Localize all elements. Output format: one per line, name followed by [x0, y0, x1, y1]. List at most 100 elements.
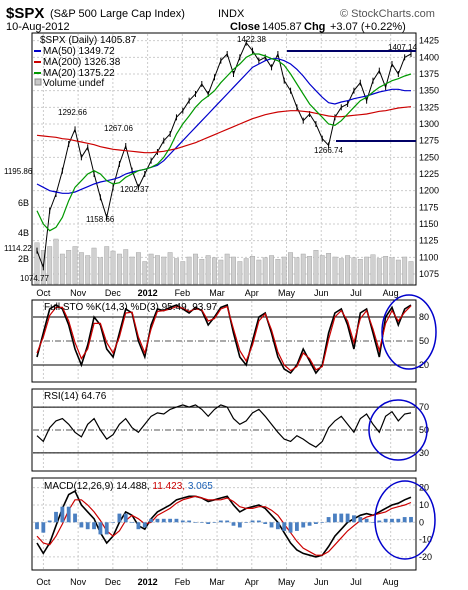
y-tick-label-macd: 20: [419, 483, 429, 493]
series-line-price-spx: [36, 41, 412, 268]
volume-bar: [193, 253, 198, 285]
annotation-1422: 1422.38: [237, 35, 266, 44]
volume-bar: [326, 253, 332, 285]
y-tick-label-macd: 10: [419, 500, 429, 510]
volume-label-6b: 6B: [18, 198, 29, 208]
macd-histogram-bar: [180, 520, 185, 523]
volume-bar: [345, 255, 351, 285]
y-tick-label-price: 1375: [419, 69, 439, 79]
volume-bar: [389, 257, 395, 285]
macd-histogram-bar: [333, 513, 337, 523]
legend-volume: Volume undef: [43, 78, 104, 89]
annotation-1407: 1407.14: [388, 43, 417, 52]
volume-bar: [294, 257, 300, 285]
volume-bar: [72, 246, 78, 285]
volume-bar: [224, 253, 230, 285]
series-line-macd-signal: [36, 495, 412, 556]
annotation-1267: 1267.06: [104, 124, 133, 133]
volume-bar: [91, 247, 97, 285]
macd-histogram-bar: [339, 513, 344, 523]
volume-bar: [66, 250, 72, 285]
series-line-sto-d: [36, 305, 412, 372]
volume-bar: [129, 256, 135, 285]
macd-histogram-bar: [136, 522, 141, 530]
volume-bar: [148, 253, 154, 285]
volume-bar: [205, 255, 211, 285]
watermark: © StockCharts.com: [340, 8, 435, 20]
macd-histogram-bar: [402, 517, 407, 523]
macd-histogram-bar: [142, 522, 147, 528]
x-tick-label-upper: Jul: [350, 288, 362, 298]
macd-histogram-bar: [301, 522, 306, 528]
macd-histogram-bar: [73, 513, 77, 523]
volume-bar: [300, 253, 306, 285]
index-name: (S&P 500 Large Cap Index): [50, 8, 185, 20]
volume-bar: [250, 256, 255, 285]
macd-histogram-bar: [314, 522, 318, 524]
macd-histogram-bar: [377, 520, 382, 523]
x-tick-label-upper: Aug: [383, 288, 399, 298]
y-tick-label-macd: 0: [419, 517, 424, 527]
macd-histogram-bar: [231, 522, 236, 526]
macd-histogram-bar: [218, 520, 223, 523]
volume-bar: [212, 257, 217, 285]
rsi-legend: RSI(14) 64.76: [44, 391, 107, 402]
series-layer: [35, 39, 413, 558]
x-tick-label-lower: May: [278, 577, 296, 587]
x-tick-label-upper: Nov: [70, 288, 87, 298]
macd-histogram-bar: [282, 522, 287, 531]
volume-label-4b: 4B: [18, 228, 29, 238]
volume-bar: [161, 256, 167, 285]
x-tick-label-upper: Dec: [105, 288, 122, 298]
volume-bar: [142, 261, 148, 285]
x-tick-label-lower: 2012: [138, 577, 158, 587]
macd-histogram-bar: [320, 522, 325, 523]
volume-bar: [231, 256, 236, 285]
macd-histogram-bar: [206, 522, 211, 524]
annotation-1292: 1292.66: [58, 108, 87, 117]
x-tick-label-lower: Oct: [36, 577, 51, 587]
volume-bar: [402, 256, 408, 285]
y-tick-label-price: 1200: [419, 186, 439, 196]
macd-histogram-bar: [263, 522, 268, 524]
x-tick-label-upper: 2012: [138, 288, 158, 298]
annotation-1266: 1266.74: [314, 146, 343, 155]
y-tick-label-rsi: 70: [419, 402, 429, 412]
volume-bar: [370, 254, 376, 285]
x-tick-label-lower: Jun: [314, 577, 329, 587]
volume-bar: [135, 252, 141, 285]
y-tick-label-price: 1250: [419, 152, 439, 162]
volume-bar: [256, 259, 262, 285]
series-line-price-ma-200: [36, 106, 412, 154]
y-tick-label-price: 1325: [419, 102, 439, 112]
y-tick-label-price: 1100: [419, 252, 438, 262]
macd-histogram-bar: [358, 517, 363, 523]
y-tick-label-price: 1300: [419, 119, 439, 129]
macd-histogram-bar: [364, 518, 369, 523]
x-tick-label-lower: Apr: [245, 577, 259, 587]
volume-bar: [167, 252, 173, 285]
close-label: Close: [230, 21, 260, 33]
volume-bar: [357, 259, 363, 285]
y-tick-label-price: 1425: [419, 36, 439, 46]
macd-histogram-bar: [345, 513, 350, 523]
volume-bar: [313, 250, 319, 285]
volume-bar: [376, 258, 382, 285]
legend-ma200: MA(200) 1326.38: [43, 57, 121, 68]
macd-histogram-bar: [174, 518, 179, 523]
chg-label: Chg: [304, 21, 325, 33]
y-tick-label-price: 1350: [419, 86, 439, 96]
macd-histogram-bar: [41, 522, 46, 533]
series-line-price-ma-50: [36, 58, 411, 194]
macd-histogram-bar: [104, 522, 109, 535]
x-tick-label-upper: Feb: [175, 288, 191, 298]
macd-histogram-bar: [66, 506, 71, 523]
series-line-rsi-rsi-14: [36, 404, 412, 448]
volume-bar: [275, 259, 281, 285]
series-line-price-ma-20: [36, 53, 412, 232]
volume-bar: [53, 238, 59, 285]
price-panel: [31, 32, 417, 286]
y-tick-label-sto: 80: [419, 312, 429, 322]
sto-highlight-ellipse: [381, 294, 437, 370]
